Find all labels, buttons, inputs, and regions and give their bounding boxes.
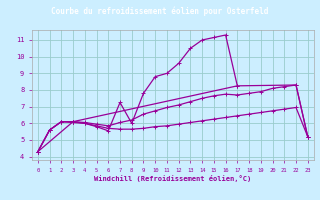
X-axis label: Windchill (Refroidissement éolien,°C): Windchill (Refroidissement éolien,°C) (94, 175, 252, 182)
Text: Courbe du refroidissement éolien pour Osterfeld: Courbe du refroidissement éolien pour Os… (51, 6, 269, 16)
